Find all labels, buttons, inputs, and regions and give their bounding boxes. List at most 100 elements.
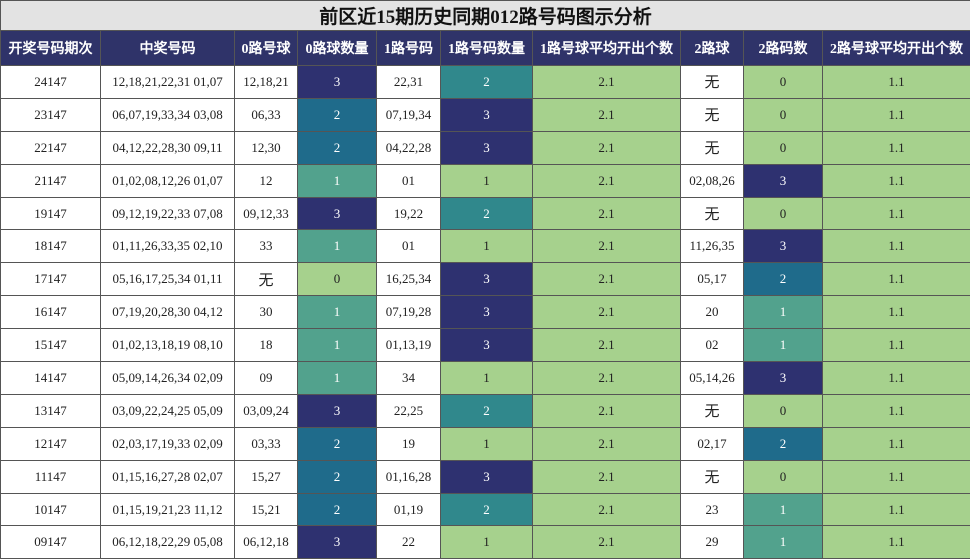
cell: 2 xyxy=(441,394,533,427)
cell: 2.1 xyxy=(533,66,681,99)
cell: 07,19,34 xyxy=(377,98,441,131)
cell: 无 xyxy=(681,197,744,230)
cell: 2.1 xyxy=(533,460,681,493)
cell: 22147 xyxy=(1,131,101,164)
cell: 34 xyxy=(377,362,441,395)
column-header: 2路号球平均开出个数 xyxy=(823,31,970,66)
cell: 17147 xyxy=(1,263,101,296)
cell: 3 xyxy=(298,197,377,230)
cell: 2.1 xyxy=(533,230,681,263)
cell: 06,33 xyxy=(235,98,298,131)
cell: 1 xyxy=(298,329,377,362)
cell: 01 xyxy=(377,164,441,197)
cell: 1 xyxy=(441,164,533,197)
cell: 15,21 xyxy=(235,493,298,526)
column-header: 0路球数量 xyxy=(298,31,377,66)
cell: 11,26,35 xyxy=(681,230,744,263)
cell: 02 xyxy=(681,329,744,362)
column-header: 0路号球 xyxy=(235,31,298,66)
cell: 1.1 xyxy=(823,460,970,493)
cell: 18147 xyxy=(1,230,101,263)
cell: 2 xyxy=(744,427,823,460)
cell: 02,03,17,19,33 02,09 xyxy=(101,427,235,460)
cell: 05,16,17,25,34 01,11 xyxy=(101,263,235,296)
cell: 09147 xyxy=(1,526,101,559)
cell: 1 xyxy=(441,427,533,460)
cell: 12,18,21 xyxy=(235,66,298,99)
cell: 2.1 xyxy=(533,427,681,460)
cell: 01,11,26,33,35 02,10 xyxy=(101,230,235,263)
cell: 2.1 xyxy=(533,98,681,131)
cell: 16,25,34 xyxy=(377,263,441,296)
cell: 无 xyxy=(235,263,298,296)
cell: 30 xyxy=(235,296,298,329)
cell: 2.1 xyxy=(533,362,681,395)
cell: 06,12,18 xyxy=(235,526,298,559)
cell: 07,19,28 xyxy=(377,296,441,329)
cell: 3 xyxy=(441,263,533,296)
cell: 1.1 xyxy=(823,66,970,99)
cell: 2 xyxy=(441,66,533,99)
cell: 12,18,21,22,31 01,07 xyxy=(101,66,235,99)
cell: 23147 xyxy=(1,98,101,131)
cell: 1.1 xyxy=(823,131,970,164)
cell: 12147 xyxy=(1,427,101,460)
cell: 22 xyxy=(377,526,441,559)
cell: 11147 xyxy=(1,460,101,493)
cell: 1.1 xyxy=(823,230,970,263)
column-header: 1路号球平均开出个数 xyxy=(533,31,681,66)
cell: 06,07,19,33,34 03,08 xyxy=(101,98,235,131)
cell: 1.1 xyxy=(823,526,970,559)
cell: 1 xyxy=(744,296,823,329)
cell: 1 xyxy=(744,493,823,526)
cell: 3 xyxy=(441,131,533,164)
cell: 05,09,14,26,34 02,09 xyxy=(101,362,235,395)
cell: 0 xyxy=(744,460,823,493)
cell: 2 xyxy=(298,493,377,526)
cell: 03,09,22,24,25 05,09 xyxy=(101,394,235,427)
cell: 29 xyxy=(681,526,744,559)
cell: 无 xyxy=(681,66,744,99)
column-header: 2路球 xyxy=(681,31,744,66)
cell: 2 xyxy=(441,197,533,230)
cell: 02,08,26 xyxy=(681,164,744,197)
cell: 02,17 xyxy=(681,427,744,460)
cell: 3 xyxy=(298,526,377,559)
cell: 33 xyxy=(235,230,298,263)
cell: 3 xyxy=(744,230,823,263)
cell: 无 xyxy=(681,460,744,493)
cell: 19,22 xyxy=(377,197,441,230)
table-title: 前区近15期历史同期012路号码图示分析 xyxy=(1,1,970,31)
cell: 2.1 xyxy=(533,197,681,230)
cell: 3 xyxy=(441,98,533,131)
cell: 2 xyxy=(298,427,377,460)
cell: 22,25 xyxy=(377,394,441,427)
cell: 1 xyxy=(744,526,823,559)
column-header: 开奖号码期次 xyxy=(1,31,101,66)
cell: 2 xyxy=(298,460,377,493)
cell: 1 xyxy=(298,296,377,329)
cell: 1 xyxy=(298,362,377,395)
cell: 22,31 xyxy=(377,66,441,99)
cell: 1.1 xyxy=(823,329,970,362)
cell: 3 xyxy=(441,460,533,493)
cell: 2.1 xyxy=(533,263,681,296)
cell: 1 xyxy=(441,362,533,395)
cell: 04,12,22,28,30 09,11 xyxy=(101,131,235,164)
cell: 1 xyxy=(441,526,533,559)
cell: 03,09,24 xyxy=(235,394,298,427)
